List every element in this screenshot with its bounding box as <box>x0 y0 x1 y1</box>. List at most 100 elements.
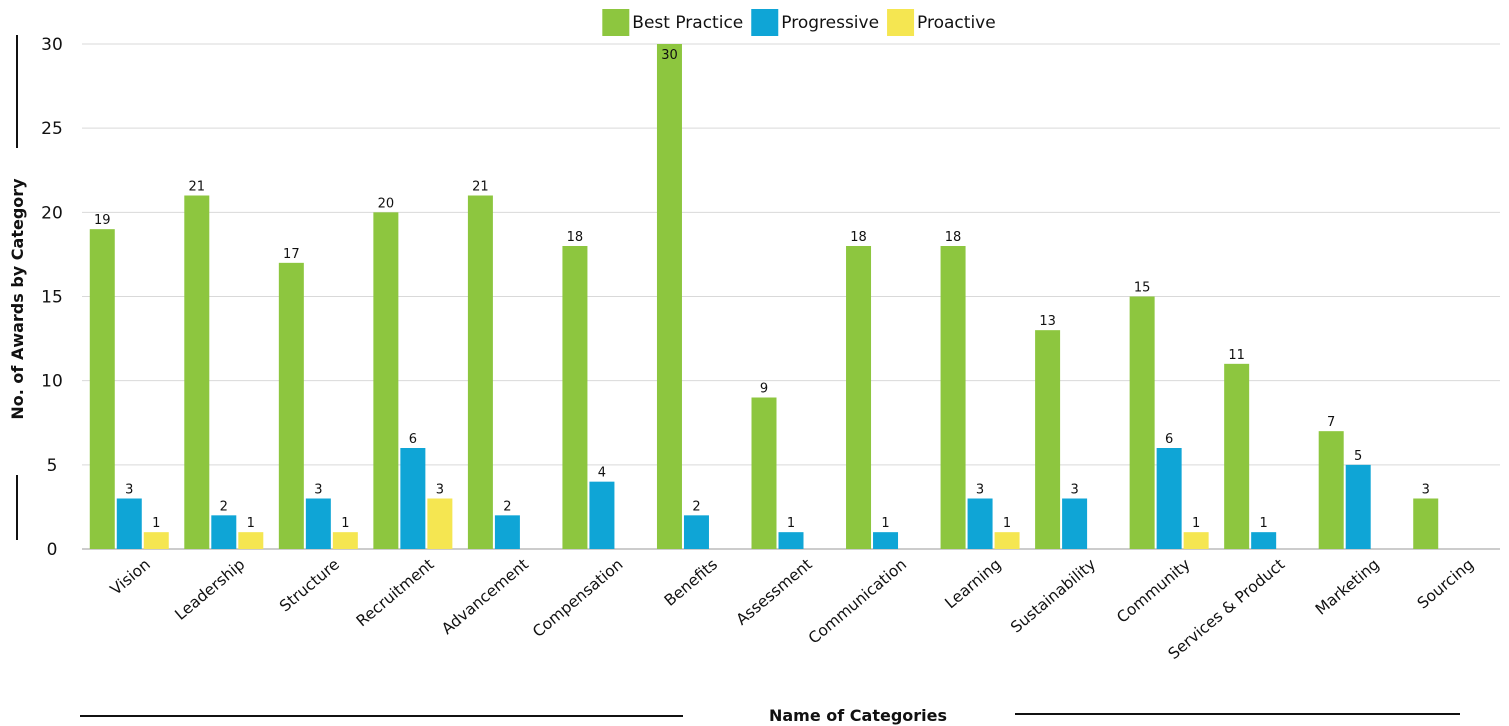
bar <box>1062 498 1088 549</box>
bar <box>1183 532 1209 549</box>
y-tick-label: 0 <box>47 540 58 560</box>
bar <box>494 515 520 549</box>
legend: Best Practice Progressive Proactive <box>602 9 996 36</box>
x-tick-label: Learning <box>942 555 1005 612</box>
data-label: 13 <box>1039 314 1056 329</box>
data-label: 1 <box>341 516 349 531</box>
legend-label: Best Practice <box>632 13 743 33</box>
x-tick-label: Sourcing <box>1414 555 1477 612</box>
gridlines <box>82 43 1500 550</box>
data-label: 18 <box>945 230 962 245</box>
bar <box>656 44 682 549</box>
data-label: 30 <box>661 48 678 63</box>
data-label: 17 <box>283 247 300 262</box>
data-label: 1 <box>247 516 255 531</box>
y-tick-label: 10 <box>41 372 63 392</box>
data-label: 2 <box>692 499 700 514</box>
bar <box>278 262 304 549</box>
data-label: 11 <box>1228 348 1245 363</box>
x-tick-label: Sustainability <box>1007 555 1099 636</box>
bar <box>1156 448 1182 549</box>
x-tick-label: Vision <box>107 555 154 599</box>
bar <box>846 246 872 549</box>
x-tick-label: Leadership <box>172 555 249 624</box>
bar <box>1318 431 1344 549</box>
y-tick-label: 5 <box>47 456 58 476</box>
bar <box>967 498 993 549</box>
y-axis-ticks: 0 5 10 15 20 25 30 <box>41 35 63 560</box>
bar <box>994 532 1020 549</box>
data-label: 3 <box>314 483 322 498</box>
bar <box>143 532 169 549</box>
data-label: 6 <box>1165 432 1173 447</box>
y-tick-label: 30 <box>41 35 63 55</box>
data-label: 2 <box>220 499 228 514</box>
legend-swatch <box>887 9 915 36</box>
bar <box>332 532 358 549</box>
bar <box>184 195 210 549</box>
legend-label: Progressive <box>781 13 879 33</box>
bar <box>1251 532 1277 549</box>
bar <box>1345 464 1371 549</box>
x-tick-label: Benefits <box>661 555 721 610</box>
data-label: 6 <box>409 432 417 447</box>
data-label: 3 <box>1070 483 1078 498</box>
bar <box>400 448 426 549</box>
data-label: 3 <box>436 483 444 498</box>
data-label: 21 <box>189 180 206 195</box>
x-tick-label: Assessment <box>733 555 816 629</box>
data-label: 4 <box>598 466 606 481</box>
data-label: 1 <box>1260 516 1268 531</box>
x-tick-label: Marketing <box>1312 555 1383 618</box>
bar <box>778 532 804 549</box>
legend-swatch <box>751 9 779 36</box>
bar <box>1129 296 1155 549</box>
y-tick-label: 25 <box>41 119 63 139</box>
y-axis-title: No. of Awards by Category <box>8 178 27 420</box>
data-label: 18 <box>567 230 584 245</box>
bar <box>589 481 615 549</box>
bar <box>683 515 709 549</box>
bar <box>1224 363 1250 549</box>
x-tick-label: Recruitment <box>353 555 438 630</box>
bar <box>1413 498 1439 549</box>
bar <box>873 532 899 549</box>
bar <box>427 498 453 549</box>
bar <box>116 498 142 549</box>
data-label: 1 <box>1192 516 1200 531</box>
data-label: 3 <box>1422 483 1430 498</box>
data-label: 1 <box>881 516 889 531</box>
data-label: 18 <box>850 230 867 245</box>
data-label: 9 <box>760 382 768 397</box>
x-tick-label: Communication <box>805 555 910 647</box>
y-tick-label: 20 <box>41 203 63 223</box>
data-label: 2 <box>503 499 511 514</box>
x-axis-title: Name of Categories <box>769 706 947 725</box>
x-axis-ticks: Vision Leadership Structure Recruitment Adva… <box>107 555 1477 663</box>
bar <box>211 515 237 549</box>
bar <box>467 195 493 549</box>
x-tick-label: Advancement <box>438 555 532 638</box>
data-label: 3 <box>125 483 133 498</box>
legend-label: Proactive <box>917 13 996 33</box>
data-label: 19 <box>94 213 111 228</box>
data-label: 7 <box>1327 415 1335 430</box>
data-label: 1 <box>1003 516 1011 531</box>
y-tick-label: 15 <box>41 288 63 308</box>
data-label: 3 <box>976 483 984 498</box>
data-label: 1 <box>787 516 795 531</box>
x-tick-label: Compensation <box>529 555 626 641</box>
data-label: 21 <box>472 180 489 195</box>
legend-swatch <box>602 9 630 36</box>
bar <box>238 532 264 549</box>
bar <box>305 498 331 549</box>
x-tick-label: Structure <box>276 555 343 615</box>
data-label: 5 <box>1354 449 1362 464</box>
bar <box>89 229 115 549</box>
bar <box>940 246 966 549</box>
bar <box>373 212 399 550</box>
data-label: 20 <box>378 196 395 211</box>
data-label: 15 <box>1134 281 1151 296</box>
